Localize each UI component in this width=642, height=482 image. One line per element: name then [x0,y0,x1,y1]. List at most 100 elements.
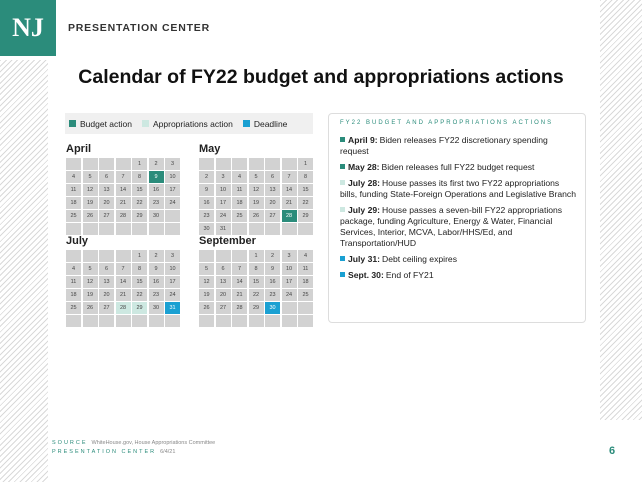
hatch-right [600,0,642,420]
day-cell: 13 [215,276,231,288]
day-cell: 30 [265,302,280,314]
day-cell [66,250,81,262]
day-cell [281,302,297,314]
day-cell [99,223,114,235]
day-cell: 2 [148,250,164,262]
action-item: July 31: Debt ceiling expires [340,254,577,265]
day-cell [199,250,214,262]
source-label: SOURCE [52,440,88,446]
day-cell: 29 [132,302,147,314]
action-text: Debt ceiling expires [382,254,458,264]
day-cell [148,223,164,235]
day-cell: 5 [248,171,264,183]
day-cell: 29 [248,302,264,314]
day-cell: 2 [148,158,164,170]
action-item: Sept. 30: End of FY21 [340,270,577,281]
day-cell: 19 [199,289,214,301]
day-cell: 19 [82,289,98,301]
logo: NJ [0,0,56,56]
action-text: End of FY21 [385,270,434,280]
bullet [340,164,345,169]
day-cell: 13 [99,276,114,288]
day-cell: 6 [265,171,280,183]
day-cell: 29 [132,210,147,222]
day-cell: 6 [99,263,114,275]
day-cell [232,158,247,170]
day-cell [281,223,297,235]
day-cell [66,158,81,170]
day-cell: 28 [232,302,247,314]
day-cell: 22 [132,197,147,209]
day-cell [199,158,214,170]
day-cell [281,158,297,170]
action-text: Biden releases FY22 discretionary spendi… [340,135,548,156]
month-grid: 1 2 3 4 5 6 7 8 9 10 11 12 13 14 15 16 17 18 19 20 21 22 23 24 2… [66,158,180,235]
month-grid: 1 2 3 4 5 6 7 8 9 10 11 12 13 14 15 16 17 18 19 20 21 22 23 24 2… [199,250,313,327]
day-cell: 22 [248,289,264,301]
day-cell [82,250,98,262]
day-cell: 17 [215,197,231,209]
action-date: July 28: [348,178,381,188]
day-cell: 28 [115,302,131,314]
day-cell: 14 [281,184,297,196]
day-cell: 4 [232,171,247,183]
action-date: July 29: [348,205,381,215]
day-cell: 13 [99,184,114,196]
day-cell: 10 [165,171,180,183]
day-cell: 25 [66,302,81,314]
day-cell: 8 [132,263,147,275]
day-cell [165,223,180,235]
day-cell: 20 [99,289,114,301]
day-cell: 23 [199,210,214,222]
date: 6/4/21 [160,449,176,455]
day-cell: 7 [115,171,131,183]
action-text: House passes its first two FY22 appropri… [340,178,576,199]
day-cell: 3 [215,171,231,183]
day-cell: 14 [115,276,131,288]
day-cell: 19 [248,197,264,209]
day-cell: 9 [148,171,164,183]
day-cell: 28 [281,210,297,222]
action-date: May 28: [348,162,380,172]
day-cell: 15 [248,276,264,288]
day-cell: 24 [165,197,180,209]
day-cell: 25 [66,210,81,222]
day-cell: 20 [215,289,231,301]
legend-label: Appropriations action [152,118,233,129]
bullet [340,137,345,142]
day-cell: 1 [132,158,147,170]
day-cell: 6 [99,171,114,183]
day-cell [82,158,98,170]
day-cell: 8 [298,171,313,183]
calendar: July 1 2 3 4 5 6 7 8 9 10 11 12 13 14 15 16 17 18 19 20 21 22 2… [66,235,180,327]
day-cell: 18 [66,197,81,209]
day-cell [298,315,313,327]
day-cell: 18 [232,197,247,209]
day-cell: 16 [265,276,280,288]
day-cell: 29 [298,210,313,222]
day-cell: 17 [165,276,180,288]
day-cell: 11 [66,276,81,288]
day-cell: 23 [148,197,164,209]
day-cell [165,315,180,327]
day-cell: 1 [248,250,264,262]
bullet [340,256,345,261]
day-cell [281,315,297,327]
day-cell [232,223,247,235]
day-cell: 16 [148,276,164,288]
day-cell [199,315,214,327]
source-text: WhiteHouse.gov, House Appropriations Com… [91,440,216,446]
day-cell: 27 [265,210,280,222]
day-cell [99,158,114,170]
day-cell [132,223,147,235]
day-cell: 5 [82,171,98,183]
day-cell: 12 [248,184,264,196]
day-cell: 5 [199,263,214,275]
day-cell: 30 [148,302,164,314]
day-cell [148,315,164,327]
day-cell: 23 [265,289,280,301]
bullet [340,180,345,185]
day-cell: 21 [281,197,297,209]
